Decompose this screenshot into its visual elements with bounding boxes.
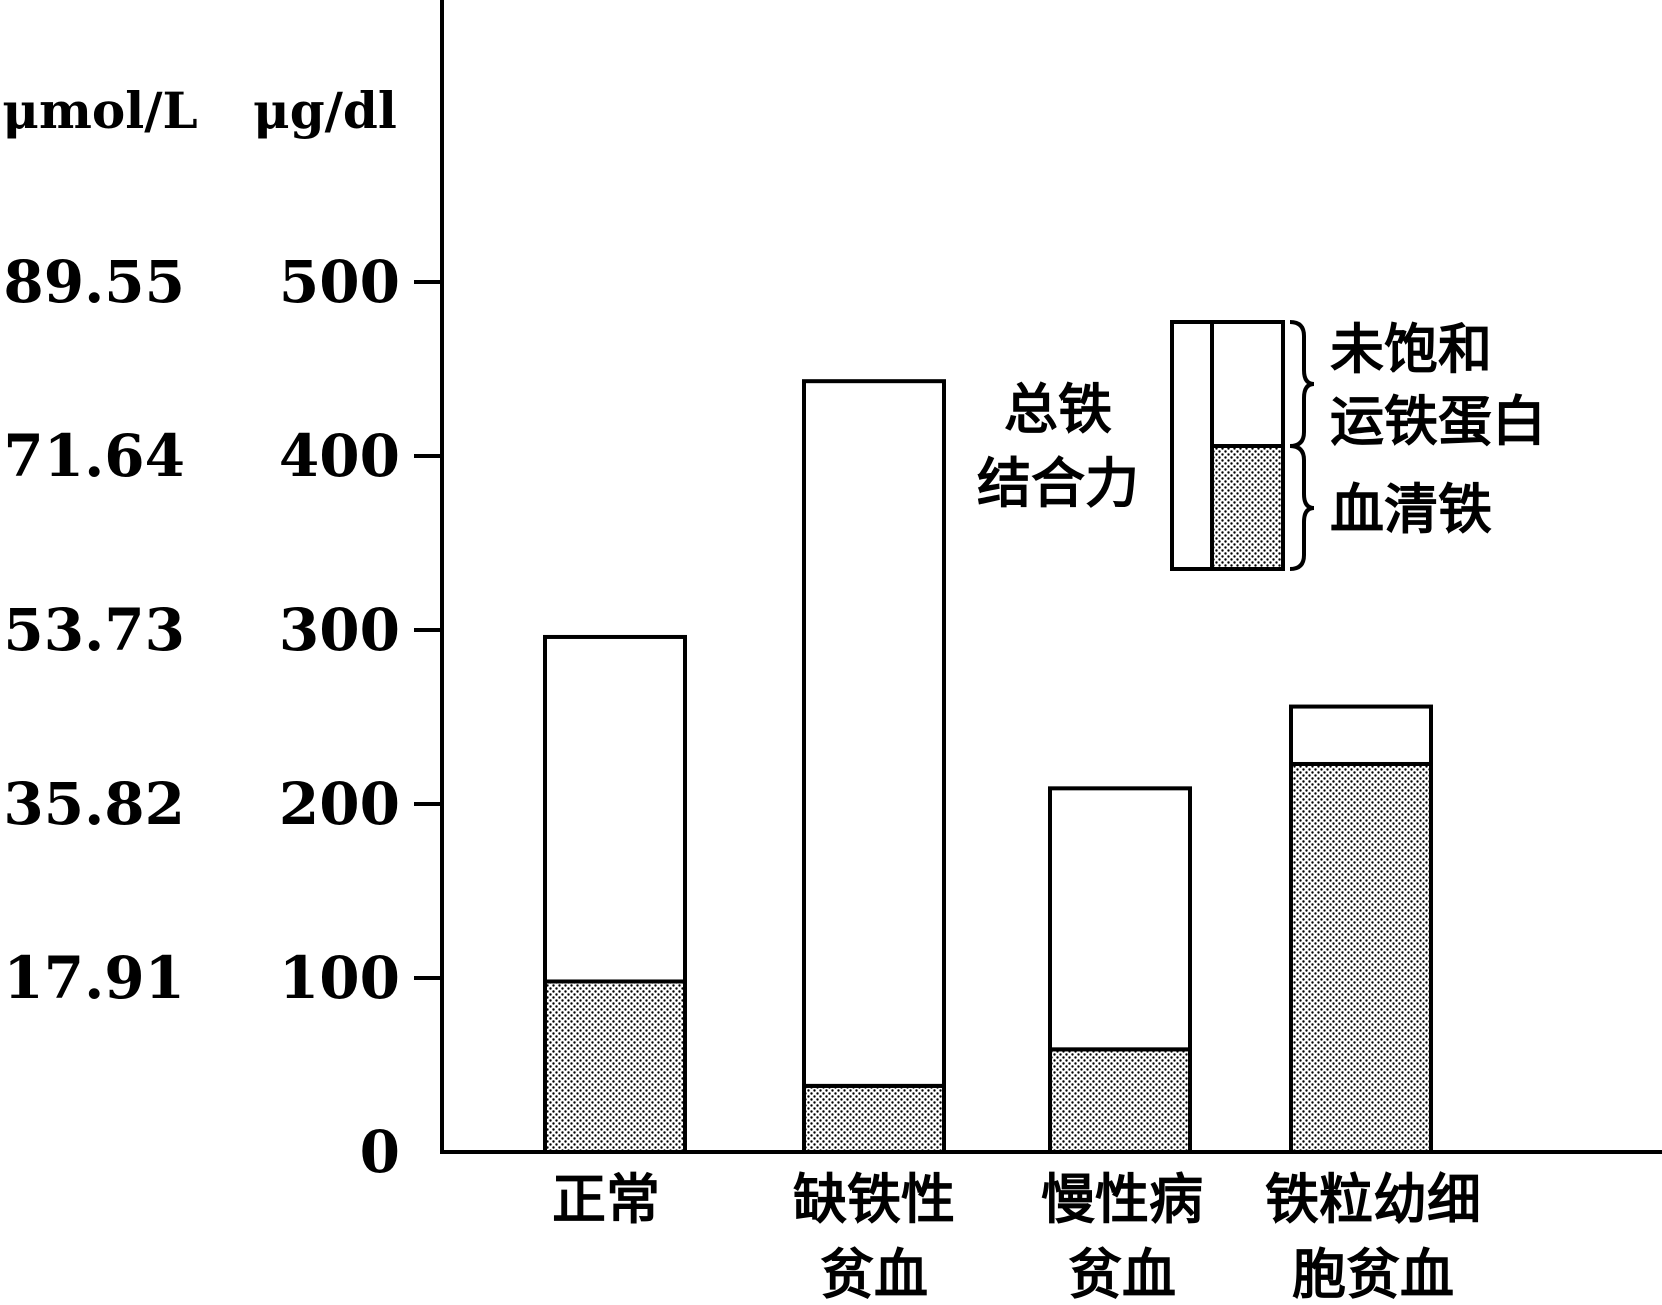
secondary-tick-label: 71.64 — [3, 422, 185, 490]
bar-serum-iron — [1048, 1047, 1192, 1154]
y-tick-label: 300 — [279, 596, 400, 664]
secondary-axis-unit: μmol/L — [2, 81, 197, 140]
x-category-label: 贫血 — [820, 1242, 928, 1305]
y-tick-label: 500 — [279, 248, 400, 316]
x-category-label: 缺铁性 — [793, 1167, 955, 1231]
legend-upper-label-line2: 运铁蛋白 — [1330, 389, 1546, 453]
secondary-axis-ticks: 17.91 35.82 53.73 71.64 89.55 — [3, 248, 185, 1012]
secondary-tick-label: 35.82 — [3, 770, 185, 838]
bars — [543, 379, 1433, 1155]
y-tick-label: 400 — [279, 422, 400, 490]
x-category-label: 胞贫血 — [1292, 1242, 1454, 1305]
x-category-label: 慢性病 — [1041, 1167, 1203, 1231]
bar-serum-iron — [543, 979, 687, 1154]
legend-upper-brace — [1289, 320, 1315, 448]
legend-serum-iron-swatch — [1210, 444, 1285, 571]
bar-unsaturated-transferrin — [802, 379, 946, 1088]
secondary-tick-label: 17.91 — [3, 944, 185, 1012]
y-tick-label: 100 — [279, 944, 400, 1012]
x-category-label: 铁粒幼细 — [1265, 1167, 1481, 1231]
bar-serum-iron — [1289, 761, 1433, 1154]
legend-total-label-line1: 总铁 — [1004, 377, 1112, 441]
legend-upper-label-line1: 未饱和 — [1330, 317, 1492, 381]
y-tick-label: 200 — [279, 770, 400, 838]
bar-serum-iron — [802, 1083, 946, 1155]
x-category-label: 正常 — [552, 1167, 660, 1231]
y-tick-label: 0 — [360, 1118, 400, 1186]
secondary-tick-label: 53.73 — [3, 596, 185, 664]
legend-total-label-line2: 结合力 — [977, 451, 1139, 515]
primary-axis-ticks: 0 100 200 300 400 500 — [279, 248, 442, 1186]
bar-unsaturated-transferrin — [543, 634, 687, 984]
legend: 总铁 结合力 未饱和 运铁蛋白 血清铁 — [977, 317, 1546, 571]
primary-axis-unit: μg/dl — [253, 81, 397, 140]
secondary-tick-label: 89.55 — [3, 248, 185, 316]
bar-unsaturated-transferrin — [1048, 786, 1192, 1052]
legend-lower-brace — [1289, 444, 1315, 571]
x-category-label: 贫血 — [1068, 1242, 1176, 1305]
legend-lower-label: 血清铁 — [1330, 477, 1492, 541]
bar-unsaturated-transferrin — [1289, 704, 1433, 766]
